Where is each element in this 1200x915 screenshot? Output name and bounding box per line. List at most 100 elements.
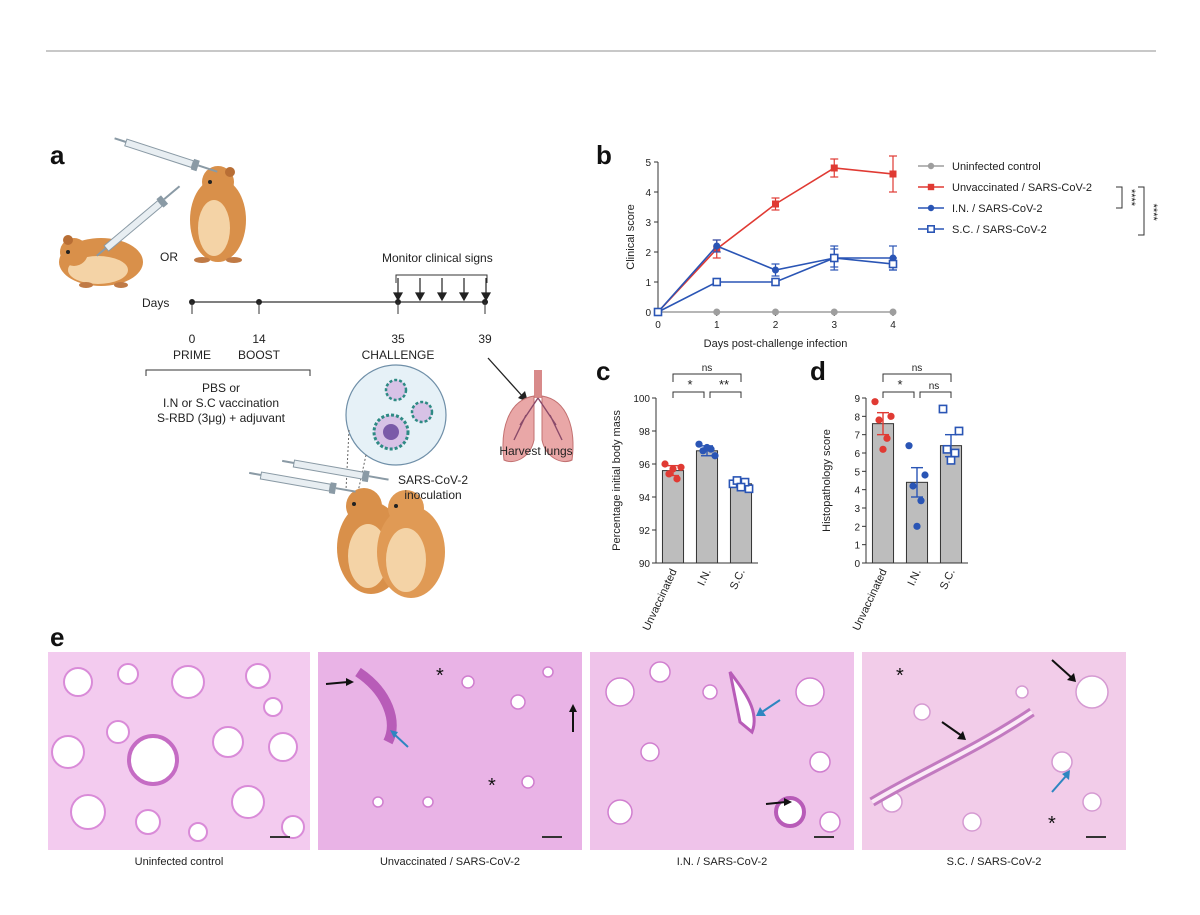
data-point (830, 164, 838, 172)
comparison-label: * (687, 377, 692, 392)
legend-entry: Unvaccinated / SARS-CoV-2 (952, 182, 1092, 194)
data-point (954, 426, 964, 436)
y-axis-label: Clinical score (625, 204, 637, 269)
y-tick-label: 90 (639, 559, 651, 570)
data-point (736, 482, 746, 492)
arrow-icon (1051, 659, 1076, 682)
event-challenge: CHALLENGE (361, 348, 435, 362)
y-tick-label: 4 (854, 486, 860, 497)
y-axis-label: Histopathology score (821, 429, 833, 532)
category-label: S.C. (728, 567, 748, 591)
comparison-label: * (897, 377, 902, 392)
day-0: 0 (188, 332, 196, 346)
category-label: I.N. (906, 567, 924, 588)
comparison-bracket (672, 391, 705, 398)
category-label: I.N. (696, 567, 714, 588)
y-tick-label: 92 (639, 526, 651, 537)
arrow-icon (756, 699, 781, 716)
arrow-icon (1051, 770, 1070, 793)
category-label: S.C. (938, 567, 958, 591)
y-tick-label: 96 (639, 460, 651, 471)
data-point (946, 455, 956, 465)
arrow-icon (390, 730, 409, 748)
inoculation-line-1: SARS-CoV-2 (397, 473, 469, 487)
data-point (909, 482, 917, 490)
series-line (657, 167, 894, 313)
comparison-bracket (882, 391, 915, 398)
y-tick-label: 3 (645, 218, 651, 229)
svg-text:*: * (488, 775, 496, 797)
data-point (879, 445, 887, 453)
syringe-icon (96, 185, 181, 257)
y-tick-label: 1 (854, 541, 860, 552)
panel-label-c: c (596, 356, 611, 386)
histology-caption-1: Uninfected control (134, 856, 224, 868)
svg-text:*: * (436, 665, 444, 687)
y-tick-label: 100 (633, 394, 650, 405)
body-mass-chart: 90 92 94 96 98 100 Percentage initial body mas… (611, 363, 758, 633)
y-axis-label: Percentage initial body mass (611, 410, 623, 551)
arrow-icon (765, 798, 792, 806)
significance-label: **** (1125, 189, 1137, 207)
y-tick-label: 7 (854, 431, 860, 442)
data-point (772, 266, 779, 274)
data-point (772, 308, 779, 316)
top-divider (46, 50, 1156, 52)
panel-label-e: e (50, 622, 65, 652)
histology-image-4: * * (862, 652, 1126, 850)
data-point (713, 308, 721, 316)
inoculation-line-2: inoculation (404, 488, 462, 502)
data-point (713, 242, 721, 250)
data-point (950, 448, 960, 458)
data-point (889, 308, 897, 316)
hamster-icon (59, 235, 143, 288)
legend-entry: S.C. / SARS-CoV-2 (952, 224, 1047, 236)
data-point (772, 200, 779, 208)
panel-label-a: a (50, 140, 65, 170)
syringe-icon (249, 471, 356, 495)
arrow-icon (569, 704, 577, 732)
x-tick-label: 0 (655, 320, 661, 331)
comparison-label: ns (702, 363, 713, 374)
data-point (875, 416, 883, 424)
vaccination-line-1: PBS or (201, 381, 240, 395)
data-point (829, 253, 839, 263)
data-point (677, 463, 685, 471)
data-point (913, 522, 921, 530)
data-point (926, 225, 935, 234)
y-tick-label: 8 (854, 412, 860, 423)
bar (661, 470, 685, 564)
y-tick-label: 0 (854, 559, 860, 570)
y-tick-label: 98 (639, 427, 651, 438)
histology-micrograph: ** (862, 652, 1126, 850)
y-tick-label: 3 (854, 504, 860, 515)
arrow-icon (941, 721, 966, 740)
vaccination-text: PBS or I.N or S.C vaccination S-RBD (3μg… (136, 381, 306, 426)
harvest-label: Harvest lungs (499, 444, 573, 458)
syringe-icon (282, 459, 389, 483)
bar (871, 423, 895, 564)
x-tick-label: 1 (714, 320, 720, 331)
histology-caption-4: S.C. / SARS-CoV-2 (946, 856, 1042, 868)
y-tick-label: 94 (639, 493, 651, 504)
y-tick-label: 2 (645, 248, 651, 259)
x-tick-label: 2 (773, 320, 779, 331)
histology-micrograph (48, 652, 310, 850)
data-point (711, 452, 719, 460)
category-label: Unvaccinated (641, 567, 680, 632)
histopathology-chart: 0 1 2 3 4 5 6 7 8 9 Histopathology score Unvaccinat… (821, 363, 968, 633)
virus-zoom-circle (345, 364, 447, 466)
event-prime: PRIME (172, 348, 211, 362)
data-point (927, 204, 935, 212)
inoculation-text: SARS-CoV-2 inoculation (388, 473, 478, 503)
x-axis-label: Days post-challenge infection (704, 338, 848, 350)
hamster-icon (337, 488, 445, 598)
comparison-label: ** (719, 377, 729, 392)
data-point (927, 183, 935, 191)
histology-caption-3: I.N. / SARS-CoV-2 (676, 856, 768, 868)
data-point (921, 471, 929, 479)
days-label: Days (142, 296, 170, 310)
histology-image-1 (48, 652, 310, 850)
y-tick-label: 2 (854, 522, 860, 533)
legend-entry: Uninfected control (952, 161, 1041, 173)
